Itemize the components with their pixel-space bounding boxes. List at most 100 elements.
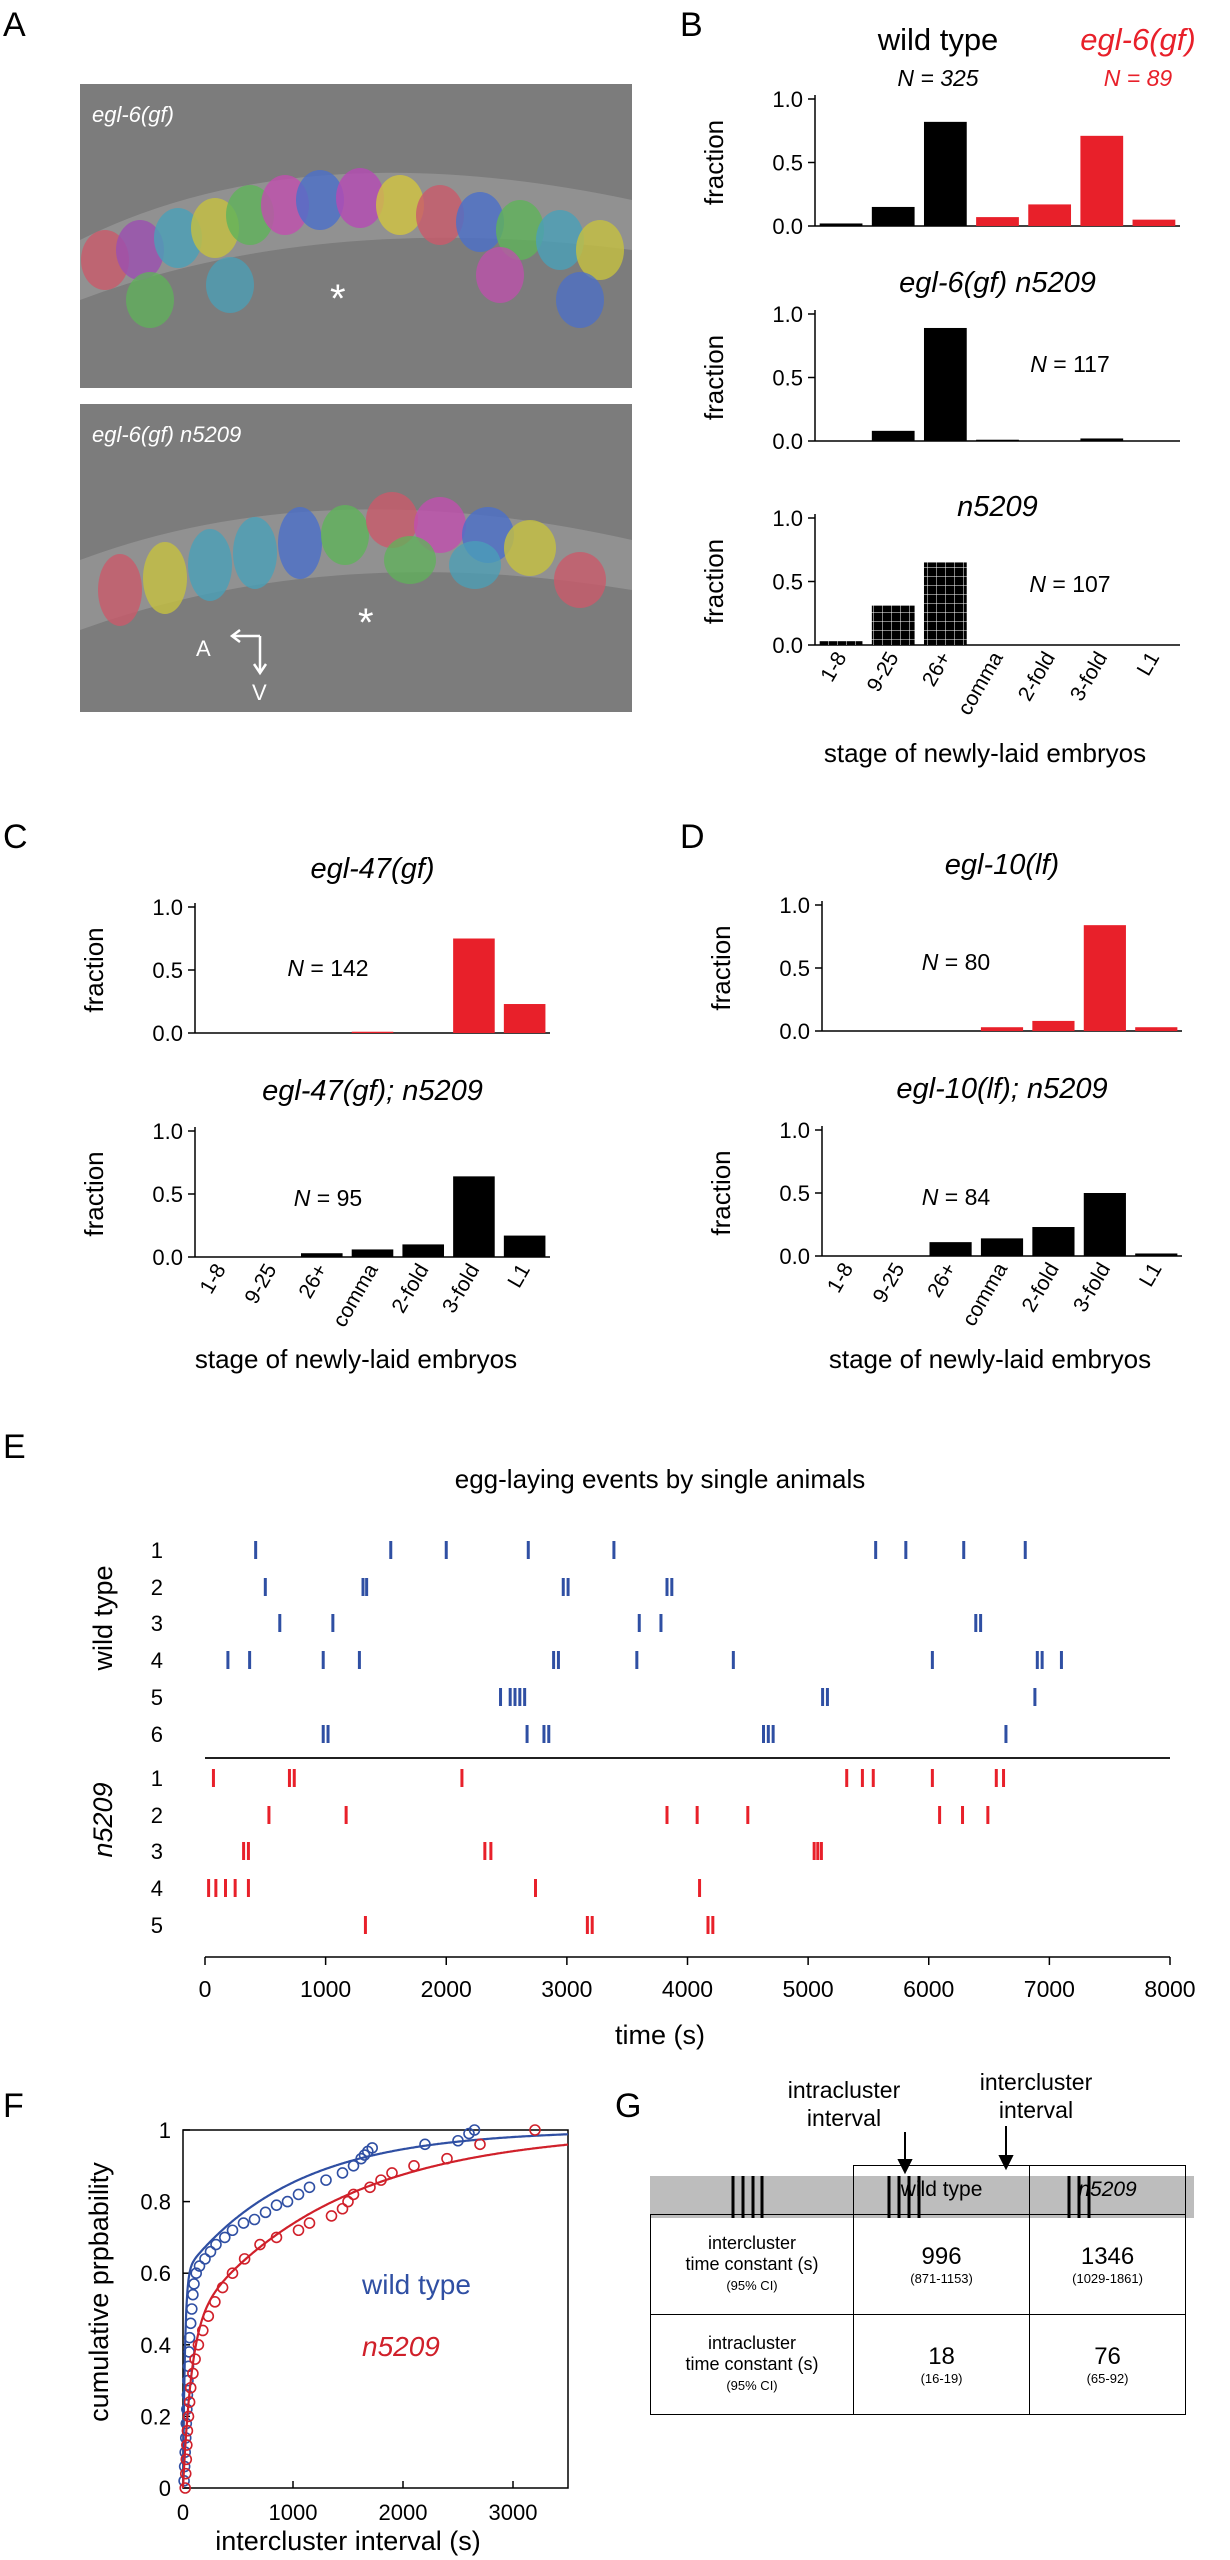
data-point [237,2217,250,2229]
chart-title: egl-10(lf); n5209 [896,1073,1107,1105]
intracluster-label-line2: interval [807,2105,881,2131]
y-tick-label: 1.0 [772,87,803,112]
intercluster-label-line1: intercluster [980,2069,1093,2095]
data-point [184,2381,197,2394]
data-point [336,2167,349,2179]
data-point [179,2467,192,2480]
vulva-asterisk-top: * [330,277,346,321]
chart-e-egg-laying-raster: 1 2 3 4 5 6 1 2 3 4 5 0 1000 2000 3000 4000 5000 6000 7000… [151,1538,1196,2002]
bar [1032,1227,1075,1256]
animal-label: 2 [151,1575,163,1600]
data-point [358,2149,371,2161]
panel-f-legend-n5209: n5209 [362,2331,440,2362]
y-tick-label: 0.0 [772,214,803,239]
plot-frame [182,2129,569,2489]
micrograph-bottom: egl-6(gf) n5209 * A V [80,404,632,712]
axis-ventral-label: V [252,680,267,705]
y-tick-label: 0.5 [772,570,803,595]
data-point [342,2195,354,2208]
category-label: 2-fold [1018,1259,1064,1316]
category-label: 1-8 [823,1259,858,1297]
data-point [192,2339,205,2351]
data-point [193,2260,206,2272]
n-label: N = 80 [922,949,990,975]
bar [871,206,915,226]
category-label: 1-8 [196,1260,231,1298]
data-point [270,2199,283,2211]
data-point [347,2188,360,2201]
animal-label: 2 [151,1803,163,1828]
y-tick-label: 1.0 [152,895,183,920]
bar [1028,204,1072,226]
data-point [188,2278,200,2290]
data-point [441,2152,453,2165]
x-tick-label: 3000 [489,2500,538,2525]
bar [1083,925,1126,1031]
y-tick-label: 0.0 [152,1021,183,1046]
bar [1135,1253,1178,1256]
micrograph-bottom-label: egl-6(gf) n5209 [92,422,241,447]
data-point [183,2331,196,2344]
data-point [181,2389,194,2401]
data-point [210,2238,222,2251]
chart-title: egl-47(gf) [310,853,434,885]
data-point [184,2317,197,2330]
bar [980,1027,1024,1031]
y-tick-label: 0.8 [140,2190,171,2215]
y-axis-label: fraction [79,927,109,1012]
category-label: 3-fold [1066,648,1112,705]
data-point [320,2174,332,2186]
bar [1135,1027,1178,1031]
category-label: 9-25 [863,648,904,696]
data-point [219,2231,231,2244]
bar [1032,1020,1075,1031]
category-label: L1 [1133,648,1165,680]
data-point [325,2210,338,2222]
bar [503,1235,546,1257]
y-axis-label: fraction [699,120,729,205]
bar [402,1244,445,1257]
data-point [238,2253,251,2265]
cell-intracluster-wildtype: 18 (16-19) [852,2314,1031,2415]
y-tick-label: 0.2 [140,2404,171,2429]
data-point [292,2188,305,2201]
data-point [366,2142,379,2154]
bar [976,439,1019,441]
data-point [209,2296,221,2308]
panel-d-xlabel: stage of newly-laid embryos [829,1344,1151,1374]
category-label: 26+ [294,1260,332,1302]
y-tick-label: 1 [159,2118,171,2143]
row-label-intracluster: intracluster time constant (s) (95% CI) [650,2314,854,2415]
panel-f-xlabel: intercluster interval (s) [215,2526,481,2556]
cell-nuclei-top [81,168,624,328]
panel-e-title: egg-laying events by single animals [455,1464,865,1494]
x-tick-label: 1000 [300,1976,351,2002]
x-tick-label: 1000 [269,2500,318,2525]
panel-letter-e: E [3,1428,26,1466]
y-tick-label: 0 [159,2476,171,2501]
panel-letter-a: A [3,6,26,44]
bar [980,1238,1024,1256]
x-tick-label: 2000 [379,2500,428,2525]
data-point [452,2134,464,2147]
bar [300,1253,343,1257]
data-point [179,2482,191,2494]
panel-letter-c: C [3,818,28,856]
panel-e-group-wildtype: wild type [88,1565,118,1671]
panel-b-xlabel: stage of newly-laid embryos [824,738,1146,768]
data-point [182,2410,195,2423]
animal-label: 4 [151,1876,163,1901]
bar [923,562,967,645]
n-label: N = 117 [1030,351,1110,377]
y-tick-label: 1.0 [152,1119,183,1144]
y-tick-label: 0.0 [152,1245,183,1270]
cell-intracluster-n5209: 76 (65-92) [1029,2314,1186,2415]
data-point [190,2267,202,2279]
bar [453,1176,495,1257]
data-point [270,2231,283,2244]
animal-label: 4 [151,1648,163,1673]
data-point [474,2138,486,2151]
micrograph-top-label: egl-6(gf) [92,102,174,127]
animal-label: 1 [151,1766,163,1791]
bar [503,1004,546,1033]
